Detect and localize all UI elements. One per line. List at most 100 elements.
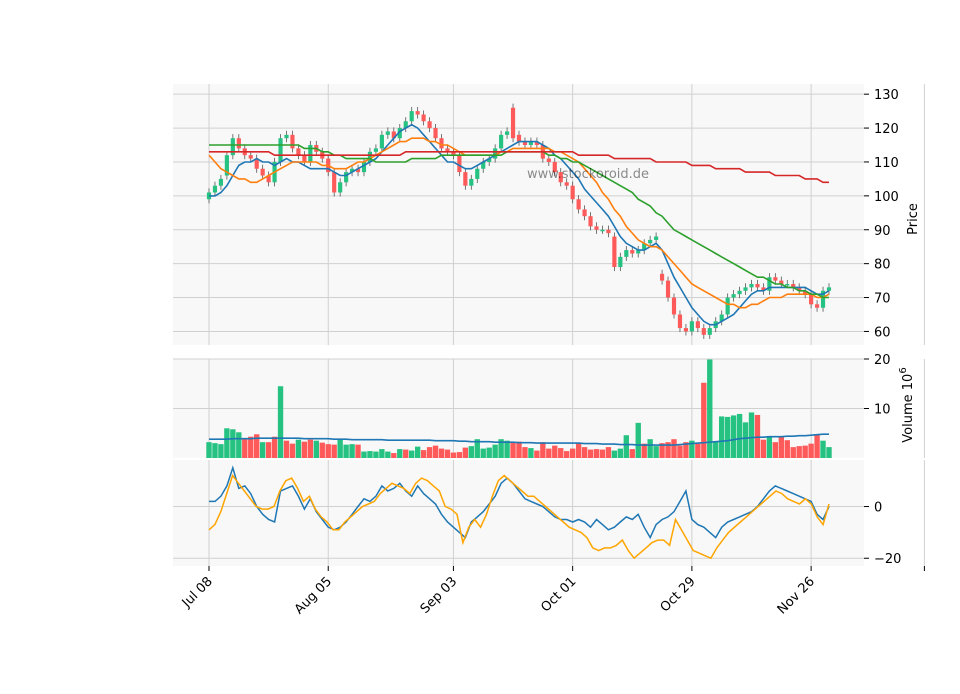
volume-bar-up bbox=[492, 444, 498, 458]
volume-bar-down bbox=[760, 439, 767, 458]
candle-down bbox=[463, 172, 468, 186]
volume-bar-up bbox=[480, 448, 486, 458]
candle-down bbox=[576, 199, 581, 210]
price-tick-label: 80 bbox=[874, 258, 891, 273]
volume-bar-down bbox=[587, 449, 594, 458]
volume-bar-up bbox=[468, 446, 474, 458]
volume-bar-down bbox=[695, 443, 701, 458]
candle-down bbox=[296, 148, 301, 156]
candle-down bbox=[451, 151, 456, 156]
watermark: www.stockoroid.de bbox=[527, 167, 649, 182]
candle-up bbox=[719, 314, 724, 322]
volume-bar-up bbox=[373, 451, 379, 458]
candle-down bbox=[814, 304, 820, 308]
candle-down bbox=[701, 328, 706, 335]
candle-up bbox=[409, 111, 414, 122]
price-tick-label: 110 bbox=[874, 156, 899, 171]
volume-bar-up bbox=[635, 422, 641, 458]
x-tick-label: Sep 03 bbox=[418, 574, 461, 617]
volume-bar-up bbox=[361, 451, 367, 458]
candle-up bbox=[308, 145, 313, 162]
oscillator-line-2 bbox=[208, 473, 830, 560]
candle-up bbox=[475, 168, 480, 179]
candle-up bbox=[731, 294, 736, 298]
volume-axis-label: Volume 106 bbox=[898, 367, 916, 442]
volume-bar-up bbox=[349, 444, 355, 458]
candle-down bbox=[606, 229, 611, 234]
volume-bar-down bbox=[605, 447, 612, 458]
volume-bar-up bbox=[313, 440, 319, 458]
x-tick-label: Nov 26 bbox=[775, 574, 818, 617]
volume-bar-down bbox=[432, 445, 439, 458]
candle-up bbox=[373, 148, 379, 152]
volume-bar-down bbox=[802, 445, 808, 458]
candle-down bbox=[332, 172, 337, 193]
volume-bar-up bbox=[820, 440, 826, 458]
volume-bar-down bbox=[510, 442, 516, 458]
candle-up bbox=[212, 185, 218, 193]
candle-down bbox=[236, 138, 241, 149]
candle-up bbox=[737, 290, 742, 295]
candle-up bbox=[230, 138, 235, 156]
candle-up bbox=[642, 243, 647, 251]
candle-down bbox=[695, 321, 700, 329]
x-tick-label: Jul 08 bbox=[179, 574, 216, 611]
candle-up bbox=[504, 131, 510, 135]
volume-bar-up bbox=[724, 416, 731, 458]
volume-bar-up bbox=[218, 444, 224, 458]
candle-down bbox=[671, 297, 677, 315]
price-tick-label: 100 bbox=[874, 190, 899, 205]
volume-bar-down bbox=[629, 449, 635, 458]
volume-bar-down bbox=[546, 448, 552, 458]
candle-up bbox=[767, 277, 772, 291]
volume-bar-down bbox=[450, 452, 457, 458]
candle-down bbox=[773, 277, 778, 281]
volume-bar-up bbox=[224, 428, 230, 458]
candle-down bbox=[659, 273, 665, 281]
volume-ma-line bbox=[209, 433, 829, 446]
volume-bar-down bbox=[683, 442, 689, 458]
candle-down bbox=[582, 209, 587, 217]
candle-down bbox=[683, 328, 689, 332]
candle-up bbox=[820, 290, 826, 308]
volume-bar-down bbox=[677, 445, 683, 458]
oscillator-tick-label: −20 bbox=[874, 552, 901, 567]
price-tick-label: 130 bbox=[874, 88, 899, 103]
candle-down bbox=[588, 216, 593, 227]
volume-bar-down bbox=[552, 445, 558, 458]
volume-bar-up bbox=[498, 439, 504, 458]
candle-down bbox=[391, 131, 396, 139]
candle-down bbox=[797, 287, 802, 291]
volume-tick-label: 20 bbox=[874, 353, 891, 368]
price-tick-label: 60 bbox=[874, 325, 891, 340]
volume-bar-up bbox=[689, 440, 695, 458]
x-axis: Jul 08 Aug 05 Sep 03 Oct 01 Oct 29 Nov 26 bbox=[179, 566, 925, 617]
volume-bar-down bbox=[671, 439, 677, 458]
volume-bar-up bbox=[236, 432, 242, 458]
volume-bar-down bbox=[438, 448, 445, 458]
candle-up bbox=[344, 172, 349, 183]
volume-bar-up bbox=[230, 429, 236, 458]
candle-down bbox=[290, 134, 295, 149]
volume-bar-up bbox=[212, 443, 218, 458]
candle-down bbox=[630, 250, 635, 254]
volume-bar-up bbox=[259, 442, 266, 458]
candle-down bbox=[355, 168, 361, 173]
volume-bar-down bbox=[558, 448, 564, 458]
candle-down bbox=[779, 280, 784, 284]
volume-bar-up bbox=[295, 439, 302, 458]
volume-bar-down bbox=[599, 449, 606, 458]
candle-down bbox=[803, 290, 808, 295]
volume-bar-down bbox=[426, 447, 433, 458]
candle-down bbox=[254, 158, 259, 169]
volume-bar-down bbox=[784, 440, 790, 458]
candle-up bbox=[826, 287, 832, 291]
price-panel: 60 70 80 90 100 110 120 130 bbox=[173, 84, 925, 345]
x-tick-label: Aug 05 bbox=[292, 574, 335, 617]
candle-down bbox=[433, 128, 438, 139]
volume-bar-up bbox=[379, 449, 385, 458]
volume-bar-up bbox=[742, 422, 749, 458]
candle-down bbox=[665, 280, 671, 298]
price-axis-label: Price bbox=[906, 203, 921, 235]
volume-bar-up bbox=[713, 441, 719, 458]
